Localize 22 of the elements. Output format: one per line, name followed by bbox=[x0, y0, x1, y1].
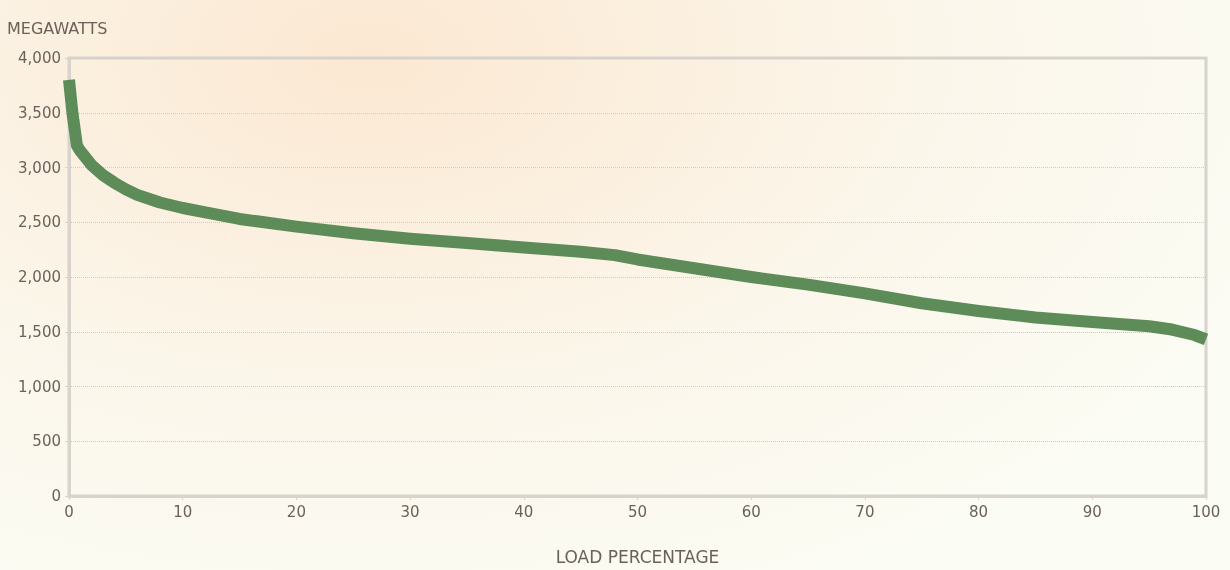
x-tick-label: 70 bbox=[855, 502, 875, 521]
x-tick-label: 50 bbox=[627, 502, 648, 521]
y-tick-label: 4,000 bbox=[18, 49, 61, 67]
x-tick-label: 10 bbox=[173, 502, 193, 521]
y-tick-label: 2,000 bbox=[18, 268, 61, 286]
x-tick-label: 40 bbox=[514, 502, 534, 521]
y-tick-label: 3,500 bbox=[18, 103, 61, 122]
y-tick-label: 3,000 bbox=[18, 158, 61, 177]
x-tick-label: 80 bbox=[969, 502, 989, 521]
x-axis-title: LOAD PERCENTAGE bbox=[555, 546, 720, 567]
y-axis-title: MEGAWATTS bbox=[7, 18, 108, 38]
x-tick-label: 0 bbox=[64, 502, 74, 521]
y-tick-label: 1,000 bbox=[18, 377, 61, 396]
x-tick-label: 100 bbox=[1191, 502, 1221, 521]
y-tick-label: 0 bbox=[51, 487, 61, 505]
y-tick-label: 500 bbox=[32, 432, 61, 451]
y-tick-label: 1,500 bbox=[18, 322, 61, 341]
x-tick-label: 60 bbox=[741, 502, 761, 521]
x-tick-label: 30 bbox=[400, 502, 420, 521]
y-tick-label: 2,500 bbox=[18, 213, 61, 232]
x-tick-label: 20 bbox=[286, 502, 306, 521]
x-tick-label: 90 bbox=[1082, 502, 1102, 521]
